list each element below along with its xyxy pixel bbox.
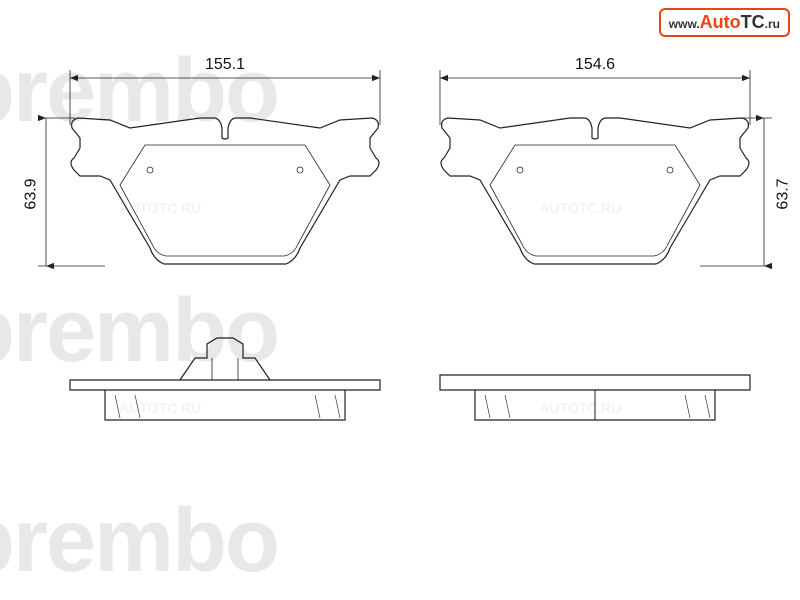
right-brake-pad bbox=[440, 70, 772, 266]
technical-drawing bbox=[0, 0, 800, 600]
left-brake-pad-side bbox=[70, 338, 380, 420]
dim-right-height: 63.7 bbox=[775, 178, 793, 209]
dim-right-width: 154.6 bbox=[575, 56, 615, 74]
right-brake-pad-side bbox=[440, 375, 750, 420]
dim-left-width: 155.1 bbox=[205, 56, 245, 74]
dim-left-height: 63.9 bbox=[23, 178, 41, 209]
left-brake-pad bbox=[38, 70, 380, 266]
